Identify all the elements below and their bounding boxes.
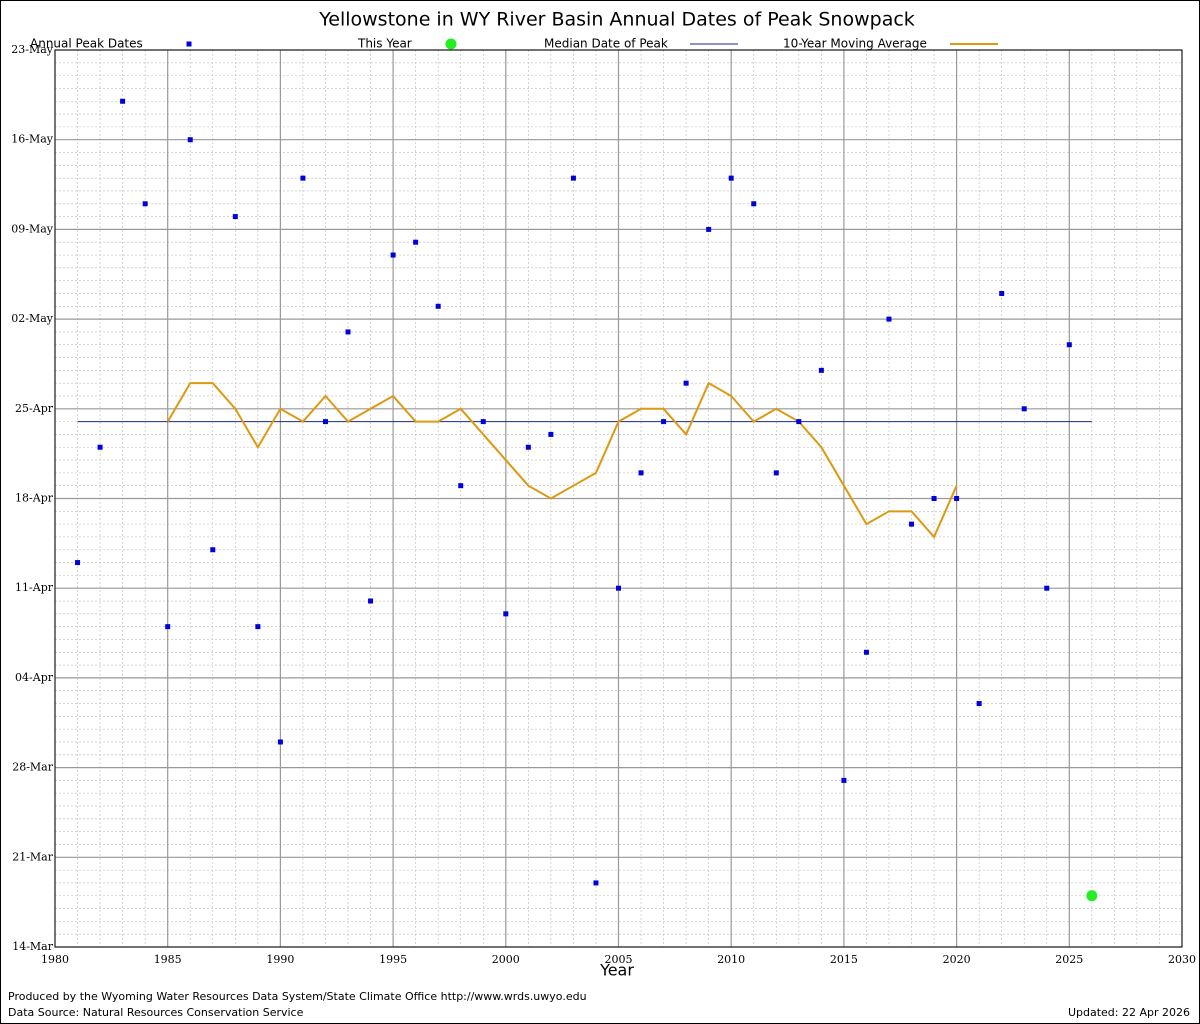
- data-point: [345, 329, 351, 335]
- data-point: [1086, 890, 1098, 902]
- data-point: [255, 624, 261, 630]
- data-point: [661, 419, 667, 425]
- legend-label: 10-Year Moving Average: [783, 37, 927, 51]
- legend-label: Median Date of Peak: [544, 37, 668, 51]
- data-point: [1066, 342, 1072, 348]
- data-point: [954, 496, 960, 501]
- y-tick-label: 25-Apr: [15, 402, 54, 415]
- plot-frame: [54, 49, 1183, 948]
- data-point: [210, 547, 216, 553]
- data-point: [480, 419, 486, 425]
- data-point: [863, 649, 869, 655]
- data-point: [1021, 406, 1027, 412]
- data-point: [435, 303, 441, 309]
- x-tick-label: 2005: [605, 953, 633, 966]
- data-point: [187, 137, 193, 143]
- chart-title: Yellowstone in WY River Basin Annual Dat…: [318, 9, 915, 31]
- footer-note: Data Source: Natural Resources Conservat…: [8, 1006, 304, 1019]
- data-point: [773, 470, 779, 476]
- data-point: [999, 290, 1005, 296]
- data-point: [503, 611, 509, 617]
- data-point: [277, 739, 283, 745]
- data-point: [706, 226, 712, 232]
- data-point: [638, 470, 644, 476]
- data-point: [300, 175, 306, 181]
- legend-swatch: [445, 38, 457, 50]
- x-tick-label: 1985: [154, 953, 182, 966]
- y-tick-label: 04-Apr: [15, 671, 54, 684]
- data-point: [75, 560, 81, 566]
- x-tick-label: 2030: [1168, 953, 1196, 966]
- data-point: [368, 598, 374, 604]
- data-point: [931, 496, 937, 501]
- data-point: [1044, 585, 1050, 591]
- data-point: [120, 98, 126, 104]
- data-point: [97, 444, 103, 450]
- data-point: [751, 201, 757, 207]
- y-tick-label: 28-Mar: [12, 761, 54, 774]
- y-tick-label: 09-May: [11, 222, 54, 235]
- legend-label: This Year: [357, 37, 412, 51]
- footer-updated: Updated: 22 Apr 2026: [1068, 1006, 1190, 1019]
- data-point: [841, 777, 847, 783]
- x-axis-label: Year: [599, 961, 634, 980]
- footer-note: Produced by the Wyoming Water Resources …: [8, 990, 587, 1003]
- data-point: [165, 624, 171, 630]
- data-point: [525, 444, 531, 450]
- data-point: [232, 214, 238, 220]
- y-tick-label: 23-May: [11, 43, 54, 56]
- legend-swatch: [186, 41, 192, 47]
- x-tick-label: 2020: [943, 953, 971, 966]
- y-tick-label: 21-Mar: [12, 850, 54, 863]
- data-point: [458, 483, 464, 489]
- x-tick-label: 2000: [492, 953, 520, 966]
- y-tick-label: 02-May: [11, 312, 54, 325]
- data-point: [593, 880, 599, 886]
- data-point: [142, 201, 148, 207]
- legend-label: Annual Peak Dates: [30, 37, 143, 51]
- y-tick-label: 16-May: [11, 133, 54, 146]
- x-tick-label: 2015: [830, 953, 858, 966]
- data-point: [683, 380, 689, 386]
- data-line: [166, 381, 958, 539]
- y-tick-label: 11-Apr: [15, 581, 54, 594]
- x-tick-label: 2025: [1055, 953, 1083, 966]
- data-point: [728, 175, 734, 181]
- data-point: [390, 252, 396, 258]
- data-point: [570, 175, 576, 181]
- data-point: [796, 419, 802, 425]
- x-tick-label: 2010: [717, 953, 745, 966]
- x-tick-label: 1980: [41, 953, 69, 966]
- data-point: [322, 419, 328, 425]
- x-tick-label: 1995: [379, 953, 407, 966]
- y-tick-label: 14-Mar: [12, 940, 54, 953]
- data-point: [976, 701, 982, 707]
- data-point: [886, 316, 892, 322]
- data-point: [413, 239, 419, 245]
- x-tick-label: 1990: [266, 953, 294, 966]
- data-point: [818, 367, 824, 373]
- data-point: [548, 431, 554, 437]
- y-tick-label: 18-Apr: [15, 492, 54, 505]
- data-point: [616, 585, 621, 591]
- data-point: [909, 521, 915, 527]
